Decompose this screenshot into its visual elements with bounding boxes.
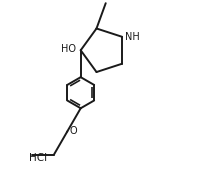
Text: O: O — [70, 126, 77, 136]
Text: HCl: HCl — [29, 153, 47, 163]
Text: NH: NH — [125, 32, 139, 42]
Text: HO: HO — [61, 44, 76, 54]
